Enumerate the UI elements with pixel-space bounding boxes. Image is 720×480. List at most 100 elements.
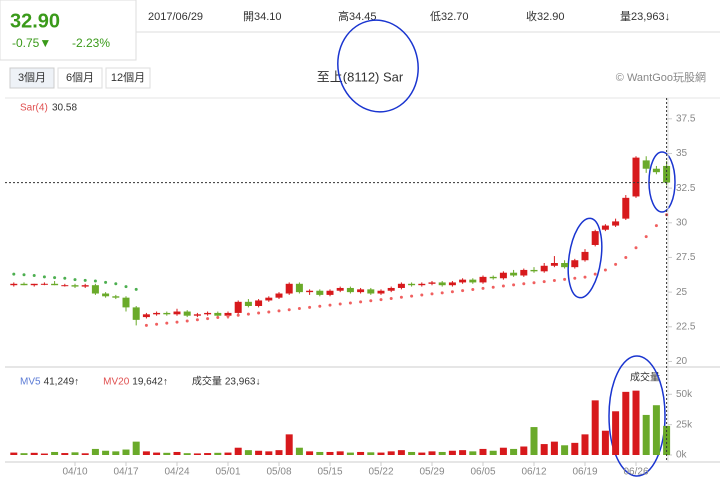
candle-body xyxy=(438,282,446,286)
volume-bar xyxy=(10,452,18,455)
sar-dot xyxy=(93,279,97,283)
candle-body xyxy=(214,312,222,316)
candle-body xyxy=(173,311,181,315)
volume-bar xyxy=(418,452,426,455)
candle-body xyxy=(418,283,426,286)
candle-body xyxy=(540,265,548,272)
volume-bar xyxy=(622,391,630,455)
high: 高34.45 xyxy=(338,9,377,23)
x-tick-label: 05/01 xyxy=(215,467,240,478)
candle-body xyxy=(142,314,150,318)
low: 低32.70 xyxy=(430,10,469,23)
volume-legend-value: 23,963↓ xyxy=(225,377,261,388)
sar-dot xyxy=(63,276,67,280)
range-button[interactable] xyxy=(105,67,151,89)
x-tick-label: 06/19 xyxy=(572,467,597,478)
sar-dot xyxy=(297,306,301,310)
sar-dot xyxy=(22,273,26,277)
volume-bar xyxy=(285,434,293,455)
sar-dot xyxy=(12,272,16,276)
candle-body xyxy=(255,300,263,306)
sar-dot xyxy=(430,292,434,296)
price-box xyxy=(0,0,137,61)
range-button[interactable] xyxy=(9,67,55,89)
candle-body xyxy=(652,168,660,173)
copyright: © WantGoo玩股網 xyxy=(616,70,706,84)
candle-body xyxy=(153,312,161,315)
volume-bar xyxy=(336,451,344,455)
sar-dot xyxy=(246,312,250,316)
candle-body xyxy=(122,297,130,308)
candle-body xyxy=(20,283,28,286)
sar-dot xyxy=(206,317,210,321)
sar-dot xyxy=(593,272,597,276)
sar-dot xyxy=(83,278,87,282)
volume: 量23,963↓ xyxy=(620,10,670,23)
volume-bar xyxy=(30,452,38,455)
x-tick-label: 06/26 xyxy=(623,467,648,478)
sar-dot xyxy=(32,273,36,277)
annotation xyxy=(337,19,676,477)
sar-dot xyxy=(185,319,189,323)
sar-legend: Sar(4) xyxy=(20,103,48,114)
volume-legend-name: 成交量 xyxy=(192,375,222,388)
sar-dot xyxy=(410,294,414,298)
sar-dot xyxy=(481,286,485,290)
volume-bar xyxy=(20,453,28,455)
candle-body xyxy=(265,297,273,301)
candle-body xyxy=(295,283,303,293)
volume-bar xyxy=(479,448,487,455)
volume-legend-value: 41,249↑ xyxy=(44,377,80,388)
volume-bar xyxy=(591,400,599,455)
volume-bar xyxy=(61,453,69,455)
sar-dot xyxy=(614,262,618,266)
sar-dot xyxy=(420,293,424,297)
volume-bar xyxy=(571,442,579,455)
volume-bar xyxy=(173,451,181,455)
y-tick-label: 32.5 xyxy=(676,183,696,194)
range-label[interactable]: 12個月 xyxy=(111,71,145,84)
sar-dot xyxy=(644,235,648,239)
y-tick-label: 35 xyxy=(676,148,688,159)
candle-body xyxy=(428,282,436,284)
candle-body xyxy=(571,260,579,268)
volume-bar xyxy=(428,451,436,455)
x-tick-label: 06/05 xyxy=(470,467,495,478)
candle-body xyxy=(244,301,252,306)
range-label[interactable]: 6個月 xyxy=(66,71,94,84)
sar-dot xyxy=(257,311,261,315)
annotation-circle xyxy=(567,217,603,299)
sar-dot xyxy=(542,280,546,284)
sar-dot xyxy=(53,276,57,280)
sar-dot xyxy=(287,308,291,312)
sar-legend-value: 30.58 xyxy=(52,103,77,114)
volume-bar xyxy=(316,451,324,455)
sar-dot xyxy=(624,255,628,259)
close: 收32.90 xyxy=(526,9,565,23)
candle-body xyxy=(499,272,507,279)
volume-bar xyxy=(234,447,242,455)
range-button[interactable] xyxy=(57,67,103,89)
sar-dot xyxy=(359,300,363,304)
candle-body xyxy=(581,251,589,261)
candle-body xyxy=(561,263,569,268)
range-label[interactable]: 3個月 xyxy=(18,71,46,84)
candle-body xyxy=(91,285,99,294)
volume-bar xyxy=(601,430,609,455)
v-tick-label: 50k xyxy=(676,389,693,400)
candle-body xyxy=(479,276,487,283)
volume-bar xyxy=(214,452,222,455)
candle-body xyxy=(387,287,395,291)
volume-bar xyxy=(469,451,477,455)
candle-body xyxy=(234,301,242,313)
volume-bar xyxy=(581,434,589,455)
y-tick-label: 25 xyxy=(676,287,688,298)
volume-bar xyxy=(346,452,354,455)
sar-dot xyxy=(379,298,383,302)
candle-body xyxy=(642,160,650,169)
volume-bar xyxy=(224,452,232,455)
volume-bar xyxy=(520,446,528,455)
candle-body xyxy=(397,283,405,288)
volume-bar xyxy=(122,449,130,455)
